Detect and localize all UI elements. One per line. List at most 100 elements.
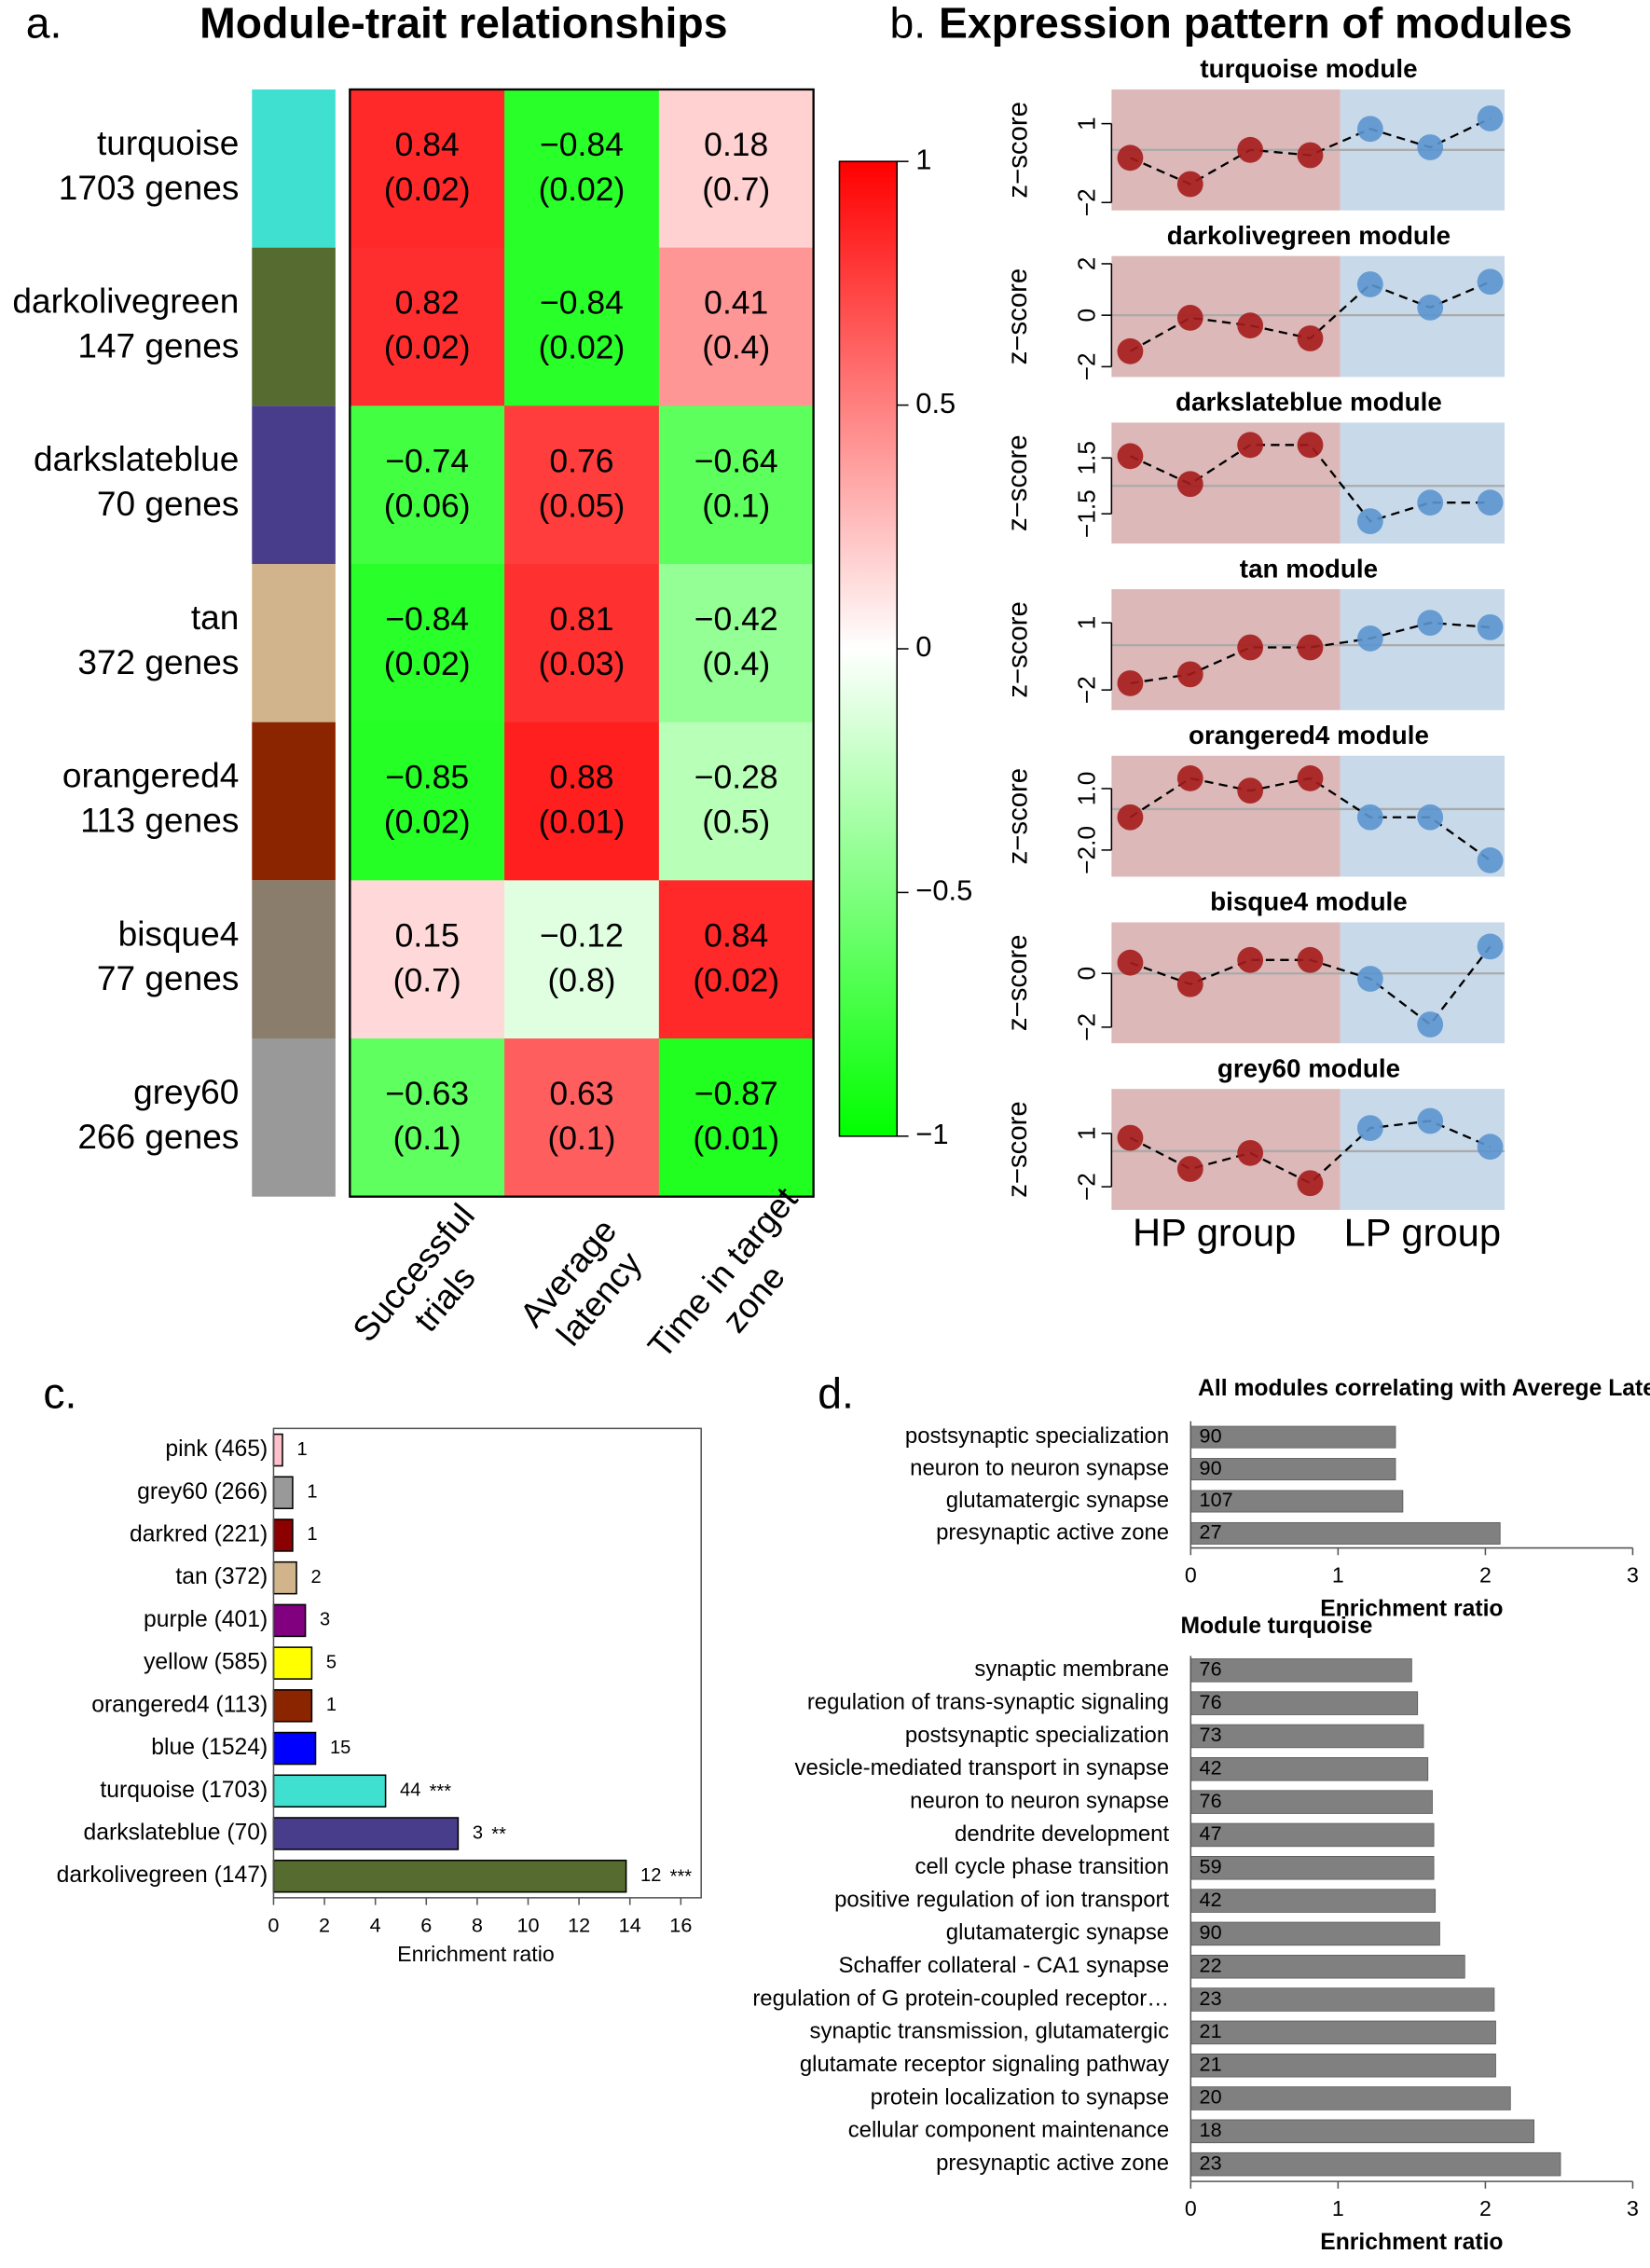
category-label: pink (465) — [165, 1436, 268, 1462]
y-tick-label: 1.5 — [1073, 441, 1101, 475]
x-tick-label: 4 — [370, 1913, 381, 1936]
module-color — [252, 405, 336, 564]
mean-point — [1297, 325, 1324, 351]
count-label: 1 — [296, 1439, 307, 1460]
category-label: cellular component maintenance — [848, 2118, 1169, 2143]
category-label: darkolivegreen (147) — [57, 1863, 268, 1888]
colorbar-tick-label: −0.5 — [915, 874, 972, 907]
heatmap-cell — [658, 89, 815, 249]
row-sublabel: 113 genes — [80, 800, 239, 839]
heatmap-cell — [350, 89, 505, 249]
y-tick-label: 1 — [1073, 616, 1101, 630]
x-axis-label: Enrichment ratio — [1320, 1596, 1503, 1621]
category-label: vesicle-mediated transport in synapse — [795, 1755, 1170, 1780]
module-color — [252, 89, 336, 248]
heatmap-frame — [349, 88, 815, 1198]
module-color — [252, 1038, 336, 1197]
count-label: 18 — [1200, 2118, 1222, 2141]
panel-label: a. — [26, 0, 62, 47]
mean-point — [1297, 634, 1324, 661]
mean-point — [1356, 508, 1383, 535]
mean-point — [1297, 432, 1324, 459]
group-label: LP group — [1344, 1210, 1501, 1254]
module-color — [252, 880, 336, 1039]
mean-point — [1117, 949, 1144, 976]
y-tick-label: 2 — [1073, 257, 1101, 271]
cell-value: 0.88 — [549, 759, 613, 796]
group-label: HP group — [1133, 1210, 1296, 1254]
row-sublabel: 77 genes — [97, 958, 239, 997]
bar — [272, 1859, 627, 1893]
panel-title: tan module — [1240, 554, 1378, 583]
bar — [1189, 1822, 1435, 1848]
y-axis-label: z−score — [1002, 102, 1033, 199]
cell-value: 0.84 — [704, 916, 768, 954]
group-band — [1111, 922, 1341, 1044]
cell-p-value: (0.02) — [693, 961, 779, 998]
bar — [272, 1603, 307, 1638]
heatmap-cell — [350, 405, 505, 565]
category-label: purple (401) — [144, 1607, 268, 1632]
bar — [272, 1731, 317, 1766]
y-tick-label: −2 — [1073, 352, 1101, 380]
category-label: glutamatergic synapse — [946, 1488, 1169, 1513]
mean-point — [1237, 312, 1264, 339]
heatmap-cell — [504, 880, 660, 1039]
count-label: 76 — [1200, 1789, 1222, 1812]
x-tick-label: 0 — [268, 1913, 279, 1936]
cell-value: 0.81 — [549, 600, 613, 638]
y-tick-label: −1.5 — [1073, 489, 1101, 538]
plot-frame — [272, 1427, 702, 1899]
mean-point — [1237, 777, 1264, 804]
mean-point — [1117, 670, 1144, 696]
count-label: 2 — [310, 1567, 321, 1588]
x-axis-label: Enrichment ratio — [397, 1942, 555, 1966]
count-label: 12 — [640, 1865, 661, 1886]
mean-point — [1176, 171, 1203, 198]
cell-p-value: (0.1) — [547, 1120, 615, 1157]
x-tick-label: 14 — [619, 1913, 641, 1936]
category-label: synaptic transmission, glutamatergic — [810, 2019, 1170, 2044]
mean-point — [1237, 946, 1264, 973]
bar — [1189, 1889, 1437, 1913]
mean-point — [1477, 847, 1504, 873]
category-label: tan (372) — [175, 1564, 268, 1589]
row-sublabel: 372 genes — [77, 642, 239, 681]
significance-label: ** — [491, 1824, 506, 1845]
heatmap-cell — [504, 89, 660, 249]
heatmap-cell — [350, 1038, 505, 1198]
bar — [1189, 1521, 1501, 1545]
mean-point — [1477, 268, 1504, 296]
category-label: regulation of trans-synaptic signaling — [807, 1689, 1169, 1714]
cell-p-value: (0.01) — [539, 804, 626, 841]
count-label: 23 — [1200, 1986, 1222, 2010]
cell-p-value: (0.02) — [539, 171, 626, 208]
cell-p-value: (0.4) — [702, 645, 770, 682]
x-tick-label: 16 — [669, 1913, 692, 1936]
cell-value: −0.42 — [694, 600, 778, 638]
panel-label: d. — [818, 1369, 854, 1418]
significance-label: *** — [670, 1867, 693, 1888]
y-tick-label: 1 — [1073, 1127, 1101, 1141]
count-label: 42 — [1200, 1756, 1222, 1780]
bar — [1189, 2086, 1511, 2110]
category-label: presynaptic active zone — [936, 1519, 1169, 1545]
count-label: 3 — [320, 1610, 330, 1630]
category-label: protein localization to synapse — [871, 2084, 1169, 2110]
bar — [1189, 2020, 1496, 2045]
y-axis-label: z−score — [1002, 268, 1033, 365]
heatmap-cell — [658, 880, 815, 1039]
colorbar-tick-label: 0.5 — [915, 387, 956, 419]
category-label: postsynaptic specialization — [905, 1723, 1169, 1748]
cell-value: 0.15 — [395, 916, 460, 954]
bar — [272, 1476, 294, 1509]
bar — [1189, 2151, 1561, 2177]
y-tick-label: −2.0 — [1073, 826, 1101, 874]
cell-value: 0.84 — [395, 126, 460, 163]
count-label: 42 — [1200, 1888, 1222, 1911]
bar — [272, 1646, 313, 1680]
mean-point — [1176, 970, 1203, 997]
y-axis-label: z−score — [1002, 935, 1033, 1032]
mean-point — [1237, 432, 1264, 459]
cell-value: −0.74 — [385, 442, 469, 479]
